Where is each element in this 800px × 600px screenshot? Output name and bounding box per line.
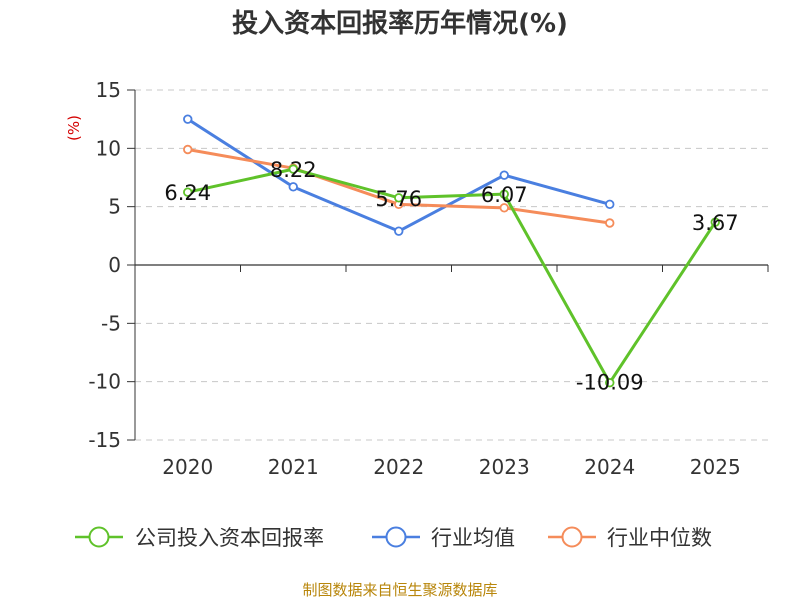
- legend-item[interactable]: 行业均值: [372, 526, 515, 550]
- legend[interactable]: 公司投入资本回报率 行业均值 行业中位数: [75, 526, 712, 550]
- data-point: [605, 199, 615, 210]
- data-point: [605, 378, 615, 388]
- y-tick-label: 10: [96, 136, 121, 160]
- y-tick-label: -5: [101, 311, 121, 335]
- data-point: [288, 182, 298, 192]
- y-tick-label: 15: [96, 78, 121, 102]
- legend-marker: [561, 526, 583, 548]
- data-label: 6.07: [481, 183, 528, 207]
- data-label: -10.09: [576, 371, 644, 395]
- legend-marker: [385, 526, 407, 548]
- x-tick-label: 2022: [373, 455, 424, 479]
- x-tick-label: 2025: [690, 455, 741, 479]
- data-label: 6.24: [164, 181, 211, 205]
- y-tick-label: -15: [88, 428, 121, 452]
- data-point: [499, 189, 509, 199]
- x-tick-label: 2024: [584, 455, 635, 479]
- legend-label: 行业中位数: [607, 526, 712, 550]
- y-tick-label: 0: [108, 253, 121, 277]
- legend-label: 公司投入资本回报率: [135, 526, 324, 550]
- data-point: [394, 226, 404, 236]
- source-footer: 制图数据来自恒生聚源数据库: [302, 581, 497, 599]
- series-line: [187, 167, 717, 385]
- data-point: [183, 114, 193, 124]
- data-labels: 6.24 8.22 5.76 6.07 -10.09 3.67: [164, 158, 738, 395]
- legend-item[interactable]: 行业中位数: [548, 526, 712, 550]
- data-point: [288, 164, 298, 174]
- data-point: [183, 144, 193, 155]
- axes: 15 10 5 0 -5 -10 -15 2020 2021 2022 2023 2024 2025: [88, 78, 769, 479]
- legend-item[interactable]: 公司投入资本回报率: [75, 526, 324, 550]
- x-tick-label: 2021: [268, 455, 319, 479]
- data-point: [499, 203, 509, 213]
- data-point: [605, 218, 615, 228]
- data-point: [710, 217, 720, 227]
- x-tick-label: 2023: [479, 455, 530, 479]
- legend-label: 行业均值: [431, 526, 515, 550]
- y-tick-label: -10: [88, 370, 121, 394]
- data-point: [499, 170, 509, 180]
- chart-title: 投入资本回报率历年情况(%): [232, 8, 568, 39]
- data-label: 5.76: [375, 187, 422, 211]
- data-label: 3.67: [692, 211, 739, 235]
- y-axis-unit-label: (%): [65, 115, 83, 141]
- x-tick-label: 2020: [162, 455, 213, 479]
- data-label: 8.22: [270, 158, 317, 182]
- data-point: [183, 187, 193, 197]
- legend-marker: [88, 526, 110, 548]
- y-tick-label: 5: [108, 195, 121, 219]
- data-point: [394, 193, 404, 203]
- series-lines: [183, 114, 720, 388]
